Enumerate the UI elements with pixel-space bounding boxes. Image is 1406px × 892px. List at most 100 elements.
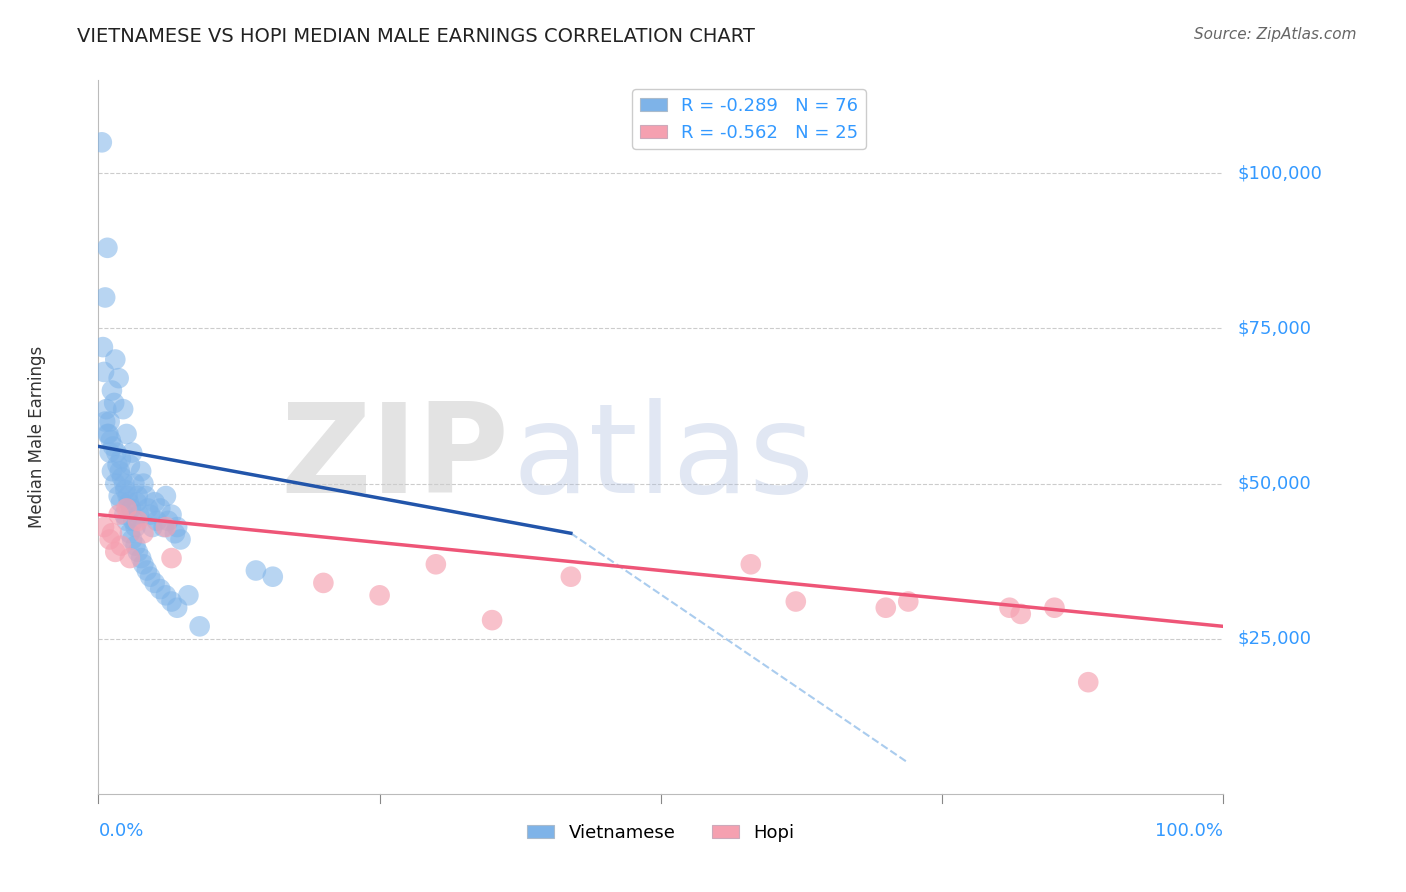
Point	[560, 570, 582, 584]
Point	[132, 558, 155, 572]
Point	[136, 501, 159, 516]
Point	[177, 588, 200, 602]
Point	[98, 533, 121, 547]
Point	[107, 458, 129, 472]
Point	[104, 352, 127, 367]
Point	[312, 575, 335, 590]
Point	[149, 582, 172, 596]
Point	[135, 489, 157, 503]
Point	[160, 551, 183, 566]
Point	[155, 489, 177, 503]
Legend: Vietnamese, Hopi: Vietnamese, Hopi	[520, 817, 801, 849]
Point	[155, 588, 177, 602]
Point	[118, 551, 141, 566]
Point	[188, 619, 211, 633]
Point	[121, 533, 143, 547]
Point	[90, 136, 112, 150]
Point	[107, 489, 129, 503]
Point	[100, 433, 122, 447]
Point	[1077, 675, 1099, 690]
Point	[139, 570, 162, 584]
Point	[163, 526, 186, 541]
Point	[124, 520, 146, 534]
Point	[107, 371, 129, 385]
Point	[93, 365, 115, 379]
Point	[368, 588, 391, 602]
Text: 100.0%: 100.0%	[1156, 822, 1223, 839]
Point	[135, 564, 157, 578]
Point	[149, 501, 172, 516]
Point	[141, 520, 163, 534]
Point	[94, 415, 117, 429]
Point	[118, 458, 141, 472]
Point	[169, 533, 191, 547]
Point	[127, 489, 149, 503]
Point	[143, 495, 166, 509]
Point	[897, 594, 920, 608]
Point	[118, 526, 141, 541]
Point	[1010, 607, 1032, 621]
Text: 0.0%: 0.0%	[98, 822, 143, 839]
Point	[129, 551, 152, 566]
Text: $25,000: $25,000	[1237, 630, 1312, 648]
Point	[155, 520, 177, 534]
Point	[112, 402, 135, 417]
Point	[115, 427, 138, 442]
Point	[152, 520, 174, 534]
Point	[166, 520, 188, 534]
Point	[124, 539, 146, 553]
Text: atlas: atlas	[512, 398, 814, 519]
Point	[875, 600, 897, 615]
Point	[124, 476, 146, 491]
Point	[96, 241, 118, 255]
Point	[101, 464, 124, 478]
Point	[1043, 600, 1066, 615]
Point	[121, 445, 143, 459]
Point	[104, 545, 127, 559]
Point	[139, 508, 162, 522]
Point	[122, 514, 145, 528]
Point	[785, 594, 807, 608]
Point	[129, 464, 152, 478]
Point	[128, 508, 150, 522]
Point	[166, 600, 188, 615]
Point	[104, 476, 127, 491]
Point	[127, 514, 149, 528]
Point	[112, 476, 135, 491]
Point	[96, 402, 118, 417]
Point	[117, 489, 139, 503]
Point	[262, 570, 284, 584]
Point	[160, 508, 183, 522]
Point	[98, 415, 121, 429]
Point	[101, 384, 124, 398]
Point	[110, 495, 132, 509]
Point	[127, 545, 149, 559]
Point	[96, 427, 118, 442]
Text: ZIP: ZIP	[280, 398, 509, 519]
Point	[108, 464, 131, 478]
Point	[101, 439, 124, 453]
Text: $50,000: $50,000	[1237, 475, 1310, 492]
Point	[740, 558, 762, 572]
Point	[98, 445, 121, 459]
Point	[132, 476, 155, 491]
Point	[105, 445, 128, 459]
Point	[481, 613, 503, 627]
Text: VIETNAMESE VS HOPI MEDIAN MALE EARNINGS CORRELATION CHART: VIETNAMESE VS HOPI MEDIAN MALE EARNINGS …	[77, 27, 755, 45]
Point	[120, 501, 142, 516]
Point	[146, 514, 169, 528]
Point	[115, 514, 138, 528]
Point	[103, 396, 125, 410]
Point	[111, 470, 134, 484]
Point	[101, 526, 124, 541]
Point	[110, 539, 132, 553]
Text: $75,000: $75,000	[1237, 319, 1312, 337]
Point	[112, 508, 135, 522]
Point	[91, 340, 114, 354]
Point	[245, 564, 267, 578]
Point	[107, 508, 129, 522]
Point	[132, 526, 155, 541]
Point	[143, 575, 166, 590]
Point	[97, 427, 120, 442]
Point	[94, 290, 117, 304]
